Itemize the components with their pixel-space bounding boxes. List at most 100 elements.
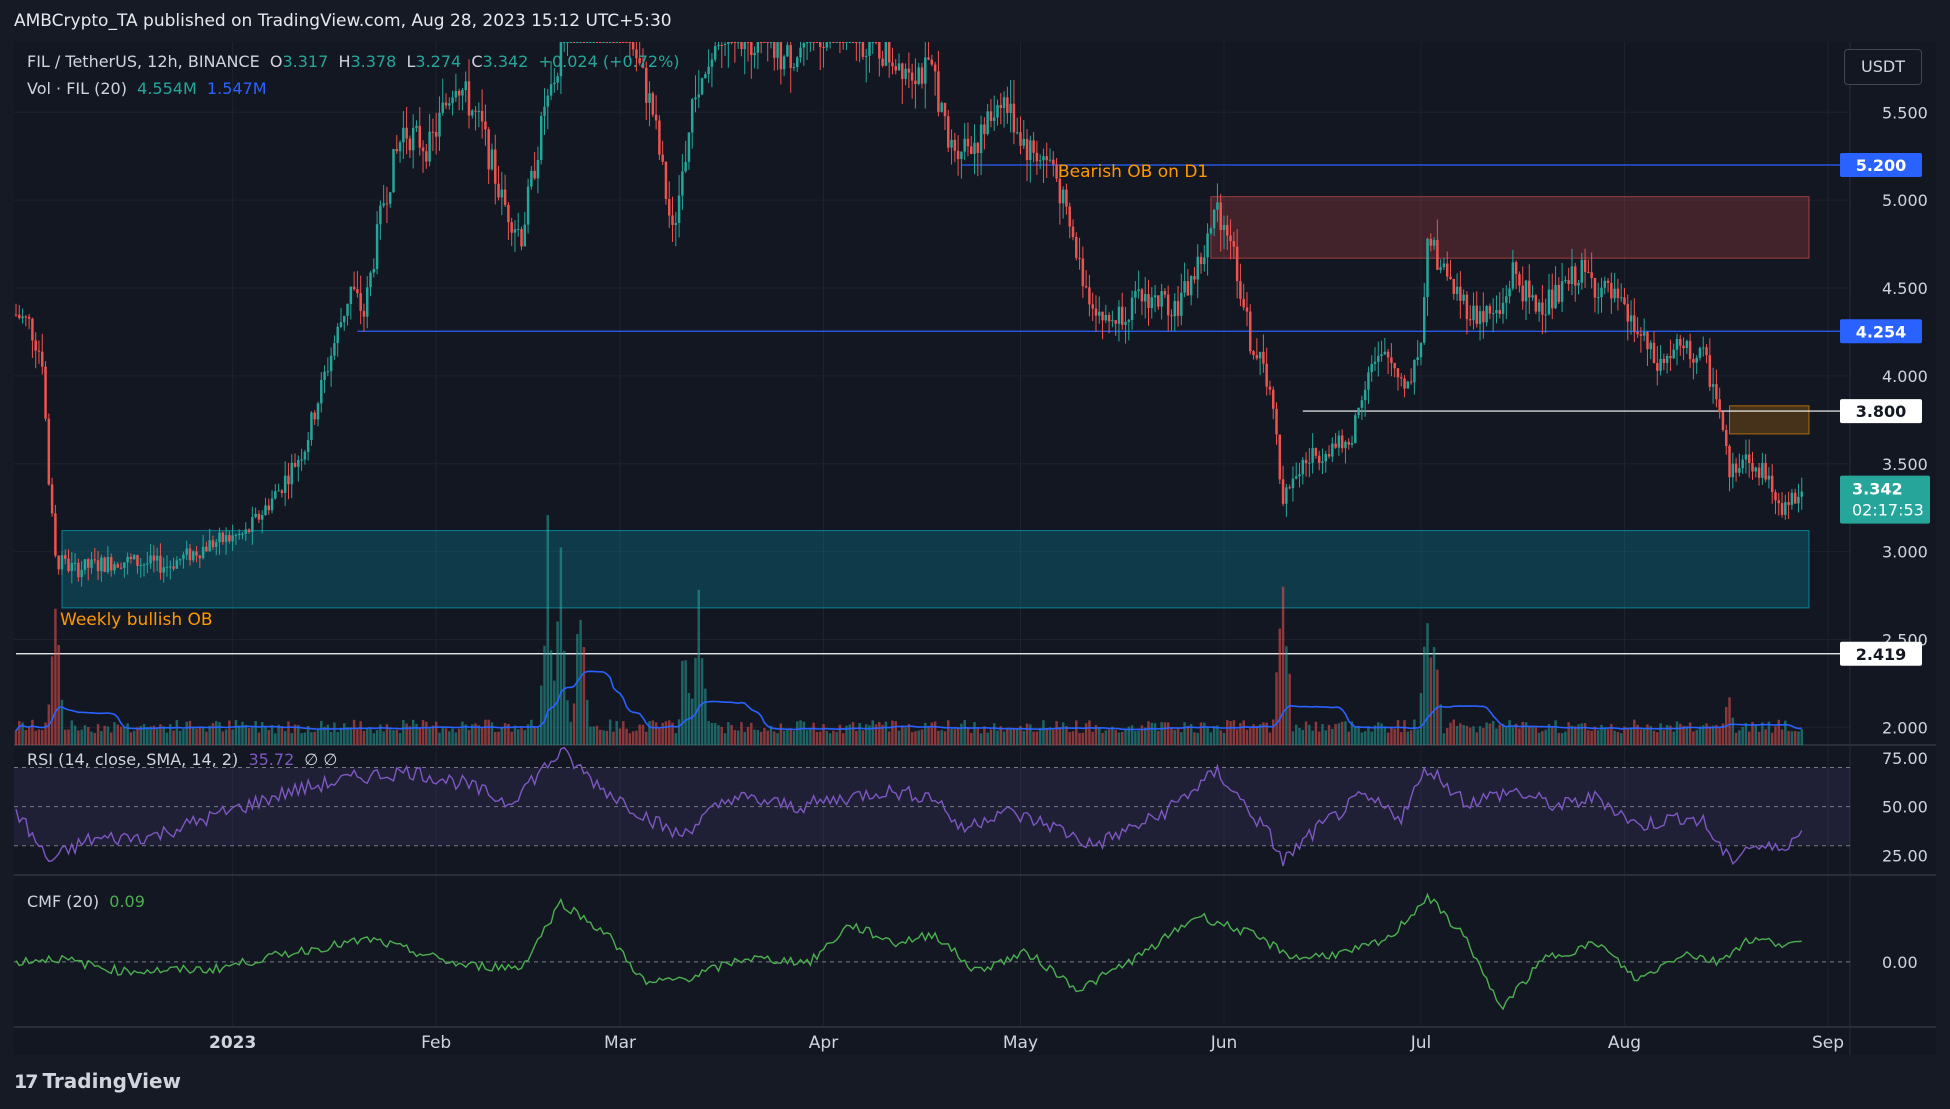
candle-body xyxy=(868,42,871,56)
volume-bar xyxy=(1216,725,1219,745)
candle-body xyxy=(671,215,674,225)
candle-body xyxy=(116,564,120,568)
candle-body xyxy=(861,42,865,57)
candle-body xyxy=(1747,454,1751,463)
candle-body xyxy=(818,42,822,47)
candle-body xyxy=(339,322,343,327)
publisher-header: AMBCrypto_TA published on TradingView.co… xyxy=(0,0,1950,42)
x-tick-mar: Mar xyxy=(604,1033,636,1053)
candle-body xyxy=(50,484,54,514)
candle-body xyxy=(1455,286,1459,294)
volume-bar xyxy=(947,720,950,745)
volume-bar xyxy=(1265,722,1268,745)
x-tick-jun: Jun xyxy=(1210,1033,1238,1053)
volume-bar xyxy=(1626,728,1630,745)
candle-body xyxy=(1498,310,1501,314)
candle-body xyxy=(1357,407,1360,416)
candle-body xyxy=(1048,159,1052,161)
candle-body xyxy=(244,529,248,534)
candle-body xyxy=(1075,236,1078,258)
candle-body xyxy=(300,459,303,461)
volume-bar xyxy=(356,729,359,745)
candle-body xyxy=(1777,500,1781,504)
volume-bar xyxy=(100,730,103,745)
candle-body xyxy=(523,224,527,247)
candle-body xyxy=(54,513,57,556)
volume-bar xyxy=(1452,719,1456,745)
volume-bar xyxy=(674,733,678,745)
volume-bar xyxy=(733,729,737,745)
volume-bar xyxy=(146,726,149,745)
volume-bar xyxy=(113,722,116,745)
volume-bar xyxy=(1698,726,1702,745)
volume-bar xyxy=(881,724,884,745)
candle-body xyxy=(773,42,776,58)
volume-bar xyxy=(169,724,172,745)
volume-bar xyxy=(1426,623,1429,745)
candle-body xyxy=(631,42,635,50)
candle-body xyxy=(1098,311,1101,316)
volume-bar xyxy=(27,726,31,745)
volume-bar xyxy=(1613,730,1616,745)
volume-bar xyxy=(195,728,198,745)
volume-bar xyxy=(1012,727,1016,745)
volume-bar xyxy=(773,731,776,745)
candle-body xyxy=(1166,294,1170,316)
candle-body xyxy=(1711,384,1715,387)
volume-bar xyxy=(1465,725,1469,745)
candle-body xyxy=(1702,347,1705,349)
candle-body xyxy=(1104,314,1108,321)
candle-body xyxy=(47,418,51,485)
candle-body xyxy=(641,63,645,68)
chart-svg[interactable]: 2023 Feb Mar Apr May Jun Jul Aug Sep2.0002.5003.… xyxy=(14,42,1936,1055)
chart-area[interactable]: 2023 Feb Mar Apr May Jun Jul Aug Sep 2.000 2.500 3.… xyxy=(14,42,1936,1055)
candle-body xyxy=(520,229,523,247)
candle-body xyxy=(1002,97,1006,108)
volume-bar xyxy=(914,731,917,745)
candle-body xyxy=(392,149,395,193)
candle-body xyxy=(1557,284,1561,302)
candle-body xyxy=(109,557,113,571)
volume-bar xyxy=(1245,729,1249,745)
volume-bar xyxy=(1025,723,1029,745)
volume-bar xyxy=(50,656,54,745)
volume-bar xyxy=(136,727,139,745)
candle-body xyxy=(937,71,940,112)
candle-body xyxy=(1065,189,1068,207)
volume-bar xyxy=(313,731,316,745)
candle-body xyxy=(372,269,376,273)
volume-bar xyxy=(671,722,674,745)
volume-bar xyxy=(70,720,74,745)
volume-bar xyxy=(365,728,369,745)
candle-body xyxy=(182,554,185,559)
volume-bar xyxy=(969,732,973,745)
tradingview-logo[interactable]: 17 TradingView xyxy=(14,1069,181,1093)
candle-body xyxy=(645,67,648,103)
volume-bar xyxy=(247,728,251,745)
candle-body xyxy=(595,42,599,43)
volume-bar xyxy=(1593,726,1597,745)
volume-bar xyxy=(1685,726,1689,745)
candle-body xyxy=(1019,132,1022,146)
candle-body xyxy=(822,46,825,48)
candle-body xyxy=(14,314,18,316)
volume-bar xyxy=(510,731,513,745)
volume-bar xyxy=(1222,732,1226,745)
candle-body xyxy=(211,540,215,548)
x-tick-aug: Aug xyxy=(1608,1033,1641,1053)
volume-bar xyxy=(976,728,980,745)
volume-bar xyxy=(185,721,188,745)
candle-body xyxy=(1570,266,1574,285)
volume-bar xyxy=(845,725,848,745)
volume-bar xyxy=(1790,731,1794,745)
candle-body xyxy=(907,68,911,73)
volume-bar xyxy=(779,723,783,745)
candle-body xyxy=(582,42,586,43)
volume-bar xyxy=(736,730,740,745)
volume-bar xyxy=(257,732,261,745)
volume-bar xyxy=(480,727,484,745)
volume-bar xyxy=(1189,723,1193,745)
currency-button[interactable]: USDT xyxy=(1844,49,1922,85)
candle-body xyxy=(1573,266,1577,286)
candle-body xyxy=(1262,351,1265,364)
